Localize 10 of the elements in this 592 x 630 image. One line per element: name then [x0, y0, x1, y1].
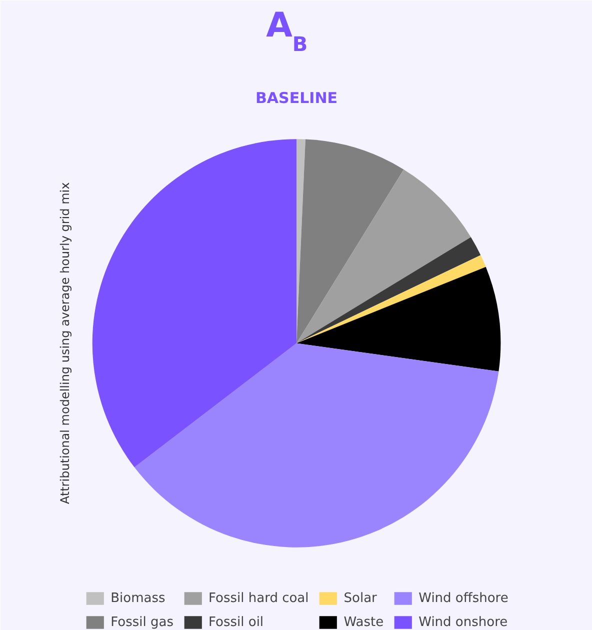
- legend-label: Fossil hard coal: [208, 590, 309, 606]
- legend-label: Wind offshore: [418, 590, 508, 606]
- legend-label: Waste: [344, 614, 384, 630]
- legend-label: Solar: [344, 590, 377, 606]
- legend-label: Fossil oil: [208, 614, 264, 630]
- legend-label: Wind onshore: [418, 614, 508, 630]
- chart-subtitle: BASELINE: [255, 89, 338, 108]
- legend-label: Fossil gas: [110, 614, 174, 630]
- text: Attributional modelling using average hourly grid mix: [58, 182, 72, 504]
- legend-label: Biomass: [110, 590, 166, 606]
